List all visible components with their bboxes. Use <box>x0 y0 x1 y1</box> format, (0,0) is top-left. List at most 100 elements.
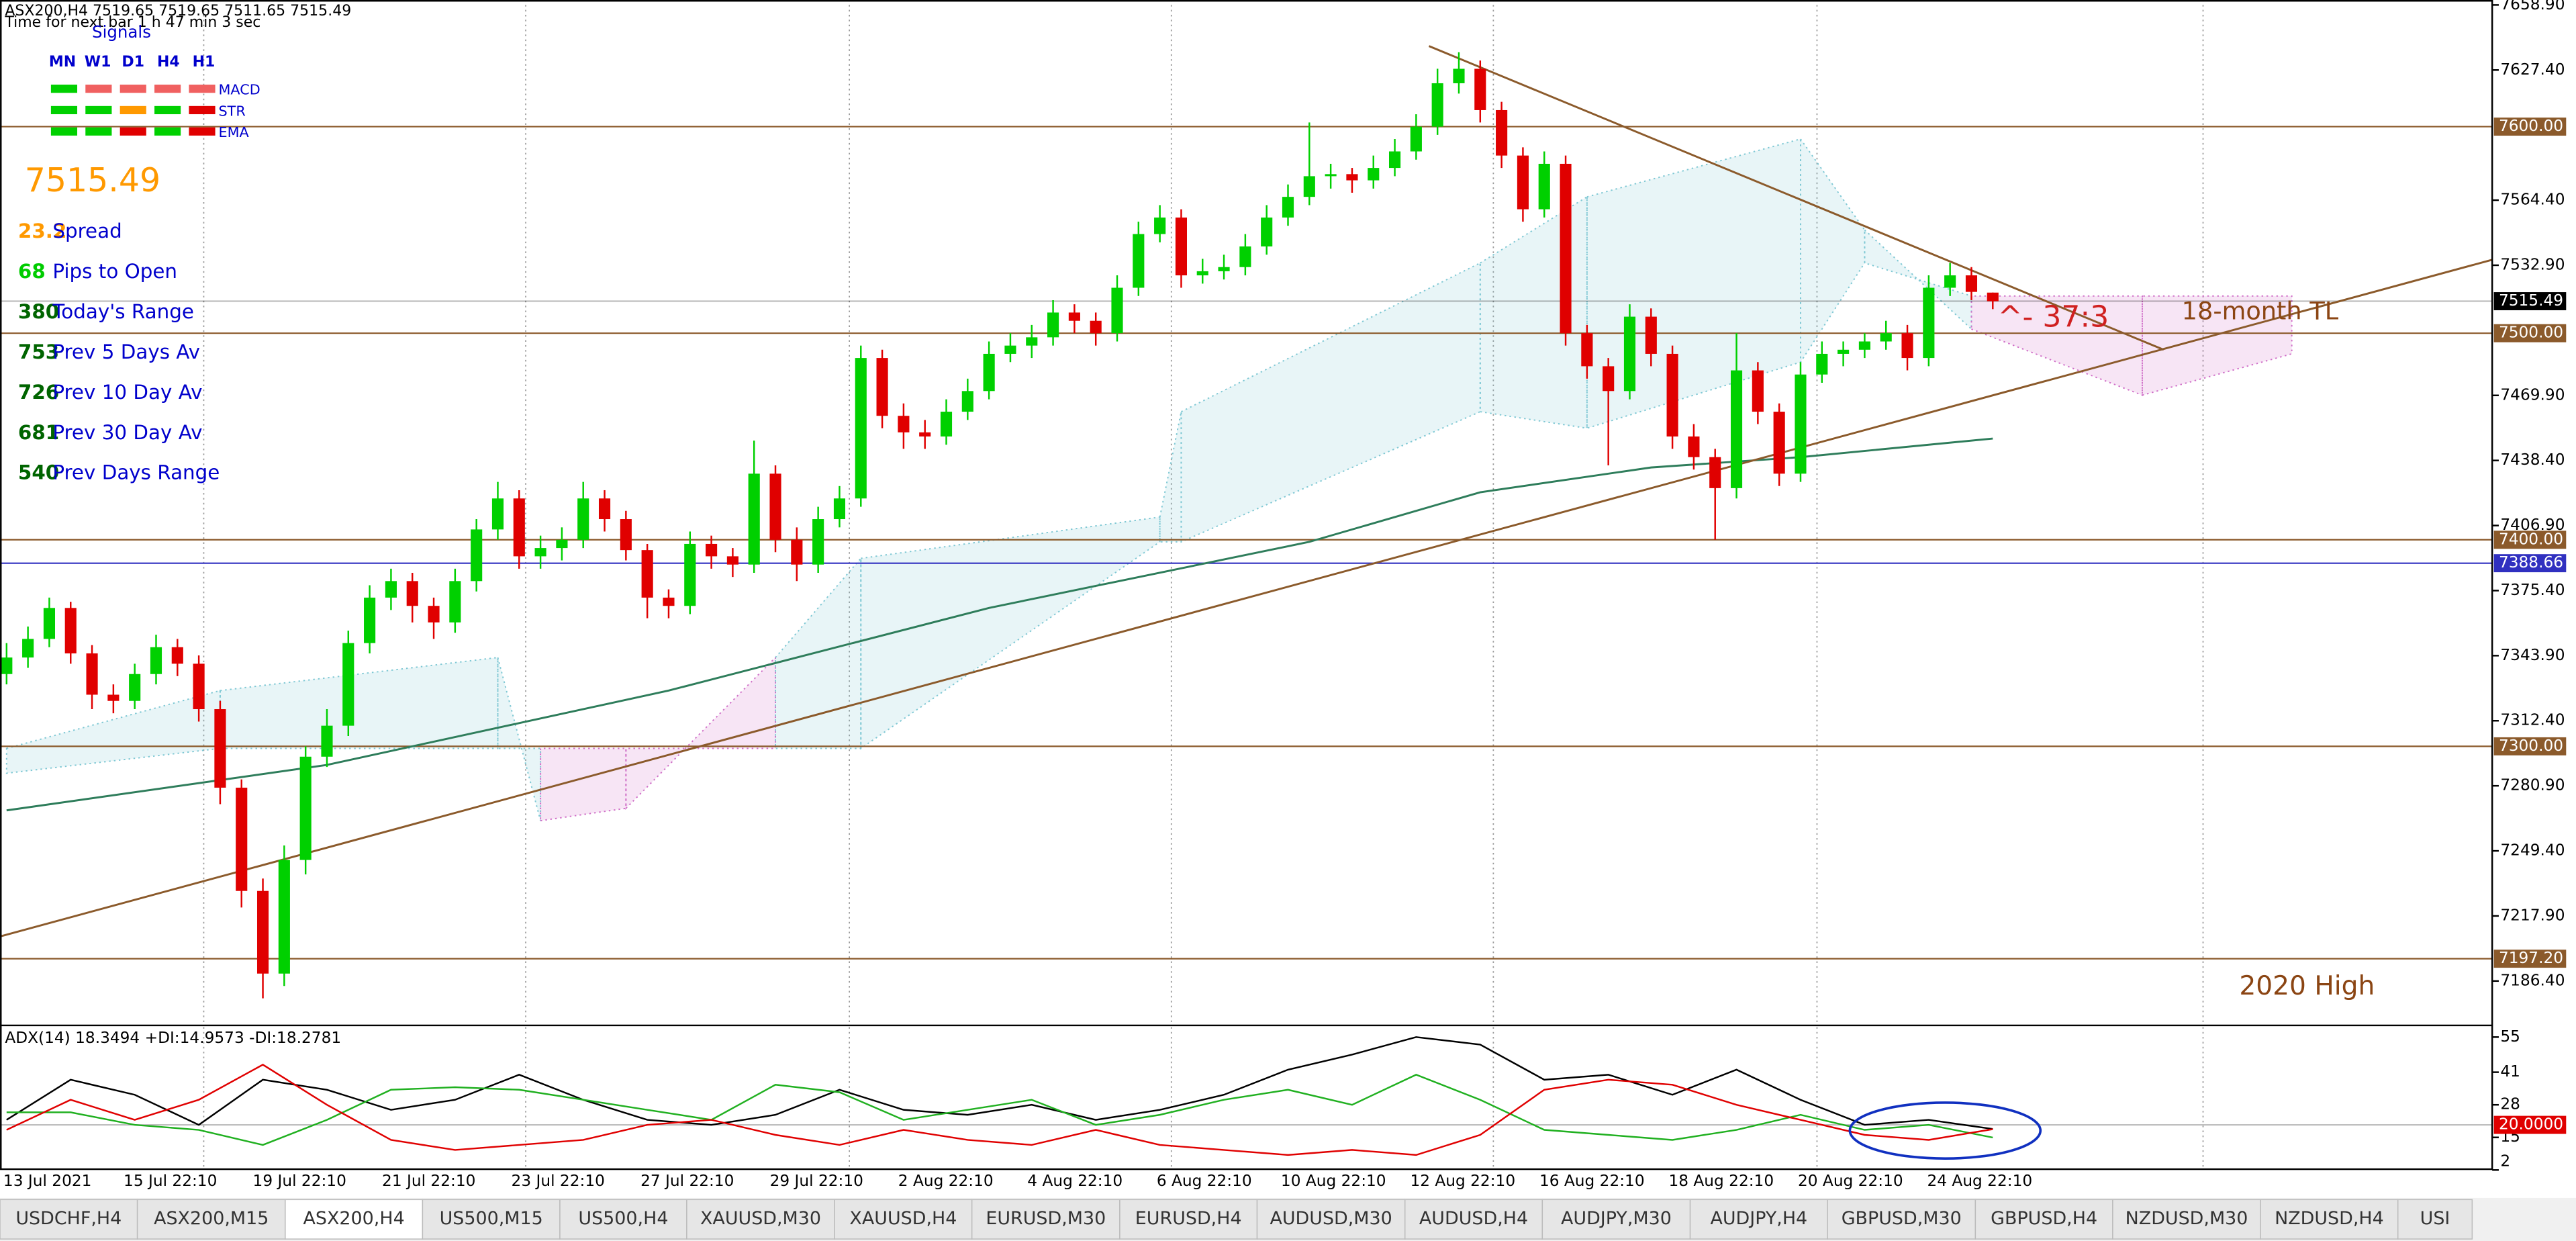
tab-bg[interactable] <box>422 1199 561 1240</box>
signal-name: STR <box>218 103 245 119</box>
tab-bg[interactable] <box>0 1199 138 1240</box>
adx-plot <box>0 1027 2493 1170</box>
adx-tick-label: 41 <box>2500 1062 2520 1081</box>
candle-body <box>1666 353 1678 436</box>
y-tick-label: 7249.40 <box>2500 841 2565 860</box>
candle-body <box>684 543 696 606</box>
tab-label[interactable]: AUDJPY,H4 <box>1710 1208 1807 1229</box>
tab-label[interactable]: NZDUSD,M30 <box>2126 1208 2248 1229</box>
candle-body <box>1474 68 1486 110</box>
tab-bg[interactable] <box>2397 1199 2473 1240</box>
signal-column: D1 <box>122 54 144 71</box>
tab-bg[interactable] <box>686 1199 835 1240</box>
tab-label[interactable]: USI <box>2420 1208 2450 1229</box>
tab[interactable]: ASX200,H4 <box>285 1199 424 1240</box>
tab[interactable]: XAUUSD,M30 <box>686 1199 835 1240</box>
tab[interactable]: USI <box>2397 1199 2473 1240</box>
tab-label[interactable]: XAUUSD,H4 <box>849 1208 957 1229</box>
adx-line <box>6 1036 1993 1130</box>
candle-body <box>791 539 803 565</box>
annotation: ^- 37:3 <box>1998 300 2109 334</box>
tab-label[interactable]: AUDUSD,H4 <box>1419 1208 1528 1229</box>
candle-body <box>1603 366 1615 392</box>
y-tick-label: 7532.90 <box>2500 255 2565 273</box>
tab[interactable]: AUDJPY,H4 <box>1689 1199 1828 1240</box>
tab-label[interactable]: ASX200,M15 <box>154 1208 269 1229</box>
tab[interactable]: AUDJPY,M30 <box>1541 1199 1691 1240</box>
tab-label[interactable]: EURUSD,H4 <box>1135 1208 1242 1229</box>
tab[interactable]: EURUSD,H4 <box>1119 1199 1258 1240</box>
tab-label[interactable]: US500,H4 <box>578 1208 668 1229</box>
tab[interactable]: ASX200,M15 <box>136 1199 286 1240</box>
level-badge <box>2493 324 2567 342</box>
tab[interactable]: NZDUSD,H4 <box>2260 1199 2399 1240</box>
candle-body <box>64 608 77 653</box>
tab-label[interactable]: GBPUSD,M30 <box>1842 1208 1962 1229</box>
signal-column: MN <box>49 54 76 71</box>
tab-label[interactable]: US500,M15 <box>440 1208 543 1229</box>
candle-body <box>706 543 718 557</box>
tab[interactable]: US500,H4 <box>559 1199 687 1240</box>
cloud <box>2141 295 2293 396</box>
adx-line <box>6 1074 1993 1146</box>
trendline <box>0 259 2493 937</box>
candle-body <box>278 860 290 974</box>
x-tick-label: 20 Aug 22:10 <box>1798 1172 1903 1190</box>
tab-bg[interactable] <box>285 1199 424 1240</box>
tab-bg[interactable] <box>2260 1199 2399 1240</box>
tab-label[interactable]: EURUSD,M30 <box>986 1208 1106 1229</box>
candle-body <box>1987 292 1999 302</box>
tab-label[interactable]: GBPUSD,H4 <box>1991 1208 2097 1229</box>
tab-label[interactable]: XAUUSD,M30 <box>700 1208 821 1229</box>
level-badge <box>2493 531 2567 549</box>
stat-value: 726 <box>18 380 59 403</box>
tab[interactable]: US500,M15 <box>422 1199 561 1240</box>
level-label: 7600.00 <box>2499 117 2563 135</box>
candle-body <box>1111 287 1123 334</box>
y-tick-label: 7469.90 <box>2500 385 2565 404</box>
tab[interactable]: GBPUSD,H4 <box>1974 1199 2113 1240</box>
tab-bg[interactable] <box>971 1199 1120 1240</box>
tab-bg[interactable] <box>1541 1199 1691 1240</box>
candle-body <box>1752 370 1764 412</box>
candle-body <box>769 473 781 540</box>
current-price: 7515.49 <box>25 161 160 199</box>
candle-body <box>598 498 611 520</box>
price-plot <box>0 0 2493 1023</box>
candle-body <box>983 353 995 392</box>
tab[interactable]: AUDUSD,H4 <box>1404 1199 1543 1240</box>
tab-bg[interactable] <box>1256 1199 1406 1240</box>
tab-label[interactable]: AUDJPY,M30 <box>1561 1208 1672 1229</box>
candle-body <box>961 391 973 412</box>
tab[interactable]: USDCHF,H4 <box>0 1199 138 1240</box>
candle-body <box>1 657 13 674</box>
candle-body <box>256 890 269 974</box>
tab-label[interactable]: AUDUSD,M30 <box>1270 1208 1392 1229</box>
candle-body <box>491 498 504 530</box>
tab-bg[interactable] <box>2112 1199 2261 1240</box>
tab[interactable]: AUDUSD,M30 <box>1256 1199 1406 1240</box>
tab[interactable]: NZDUSD,M30 <box>2112 1199 2261 1240</box>
stat: 68 Pips to Open <box>18 259 177 282</box>
tab-label[interactable]: ASX200,H4 <box>303 1208 405 1229</box>
tab-label[interactable]: NZDUSD,H4 <box>2275 1208 2384 1229</box>
highlight-ellipse <box>1848 1101 2042 1160</box>
tab-bg[interactable] <box>136 1199 286 1240</box>
adx-level-badge <box>2493 1115 2567 1134</box>
signal-cell <box>189 105 216 115</box>
tab[interactable]: GBPUSD,M30 <box>1827 1199 1976 1240</box>
tab-bg[interactable] <box>1404 1199 1543 1240</box>
tab[interactable]: EURUSD,M30 <box>971 1199 1120 1240</box>
tab-label[interactable]: USDCHF,H4 <box>15 1208 122 1229</box>
x-tick-label: 23 Jul 22:10 <box>512 1172 605 1190</box>
tab-bg[interactable] <box>559 1199 687 1240</box>
tab-bg[interactable] <box>1827 1199 1976 1240</box>
stat: 753Prev 5 Days Av <box>18 340 200 363</box>
candle-body <box>428 606 440 623</box>
cloud <box>860 516 1161 750</box>
adx-title: ADX(14) 18.3494 +DI:14.9573 -DI:18.2781 <box>5 1029 341 1047</box>
candle-body <box>1773 412 1785 474</box>
signal-name: MACD <box>218 82 260 98</box>
tab[interactable]: XAUUSD,H4 <box>834 1199 973 1240</box>
